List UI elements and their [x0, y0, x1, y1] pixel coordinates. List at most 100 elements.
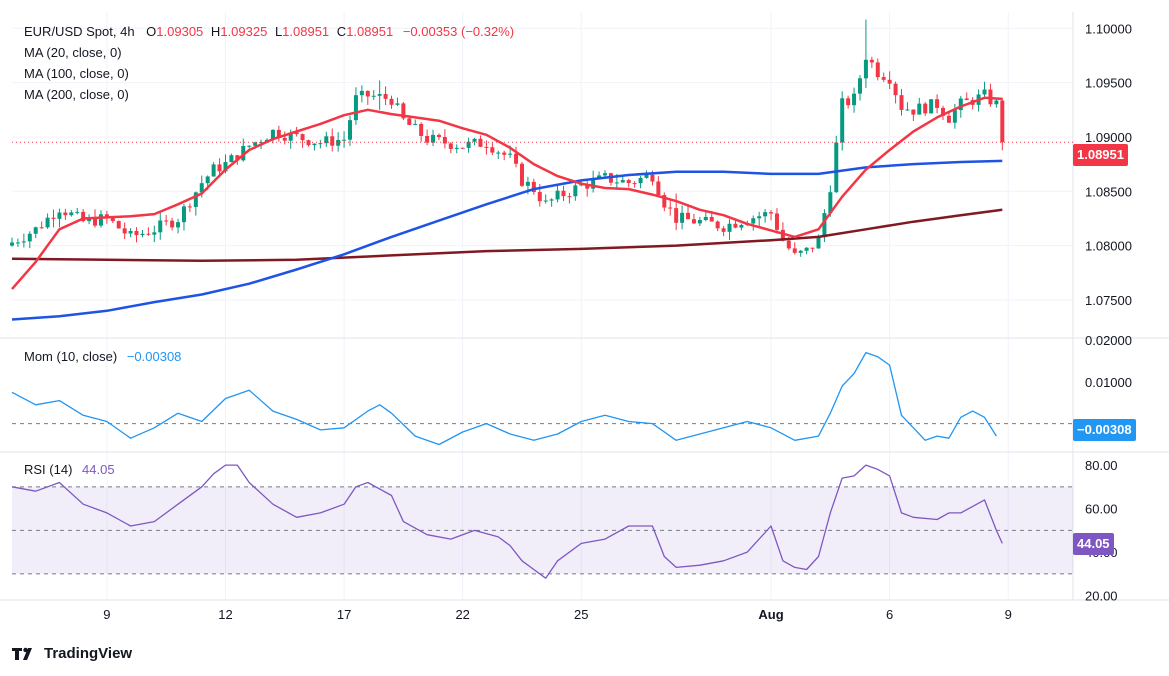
- mom-tick-label: 0.02000: [1085, 333, 1132, 348]
- momentum-pane[interactable]: [11, 351, 1073, 446]
- candle-body: [134, 231, 139, 236]
- candle-body: [798, 250, 803, 253]
- candle-body: [383, 94, 388, 99]
- candle-body: [857, 78, 862, 94]
- candle-body: [982, 89, 987, 95]
- candle-body: [923, 103, 928, 114]
- x-tick-label: 9: [103, 607, 110, 622]
- candle-body: [413, 123, 418, 125]
- candle-body: [917, 103, 922, 115]
- candle-body: [282, 137, 287, 141]
- candle-body: [69, 212, 74, 216]
- candle-body: [697, 220, 702, 224]
- mom-legend[interactable]: Mom (10, close) −0.00308: [24, 349, 181, 365]
- candle-body: [81, 211, 86, 222]
- candle-body: [454, 147, 459, 149]
- rsi-tick-label: 60.00: [1085, 502, 1118, 517]
- candle-body: [205, 176, 210, 184]
- x-tick-label: 6: [886, 607, 893, 622]
- candle-body: [63, 212, 68, 216]
- candle-body: [241, 145, 246, 161]
- candle-body: [276, 129, 281, 138]
- candle-body: [336, 139, 341, 146]
- candle-body: [247, 145, 252, 147]
- candle-body: [887, 79, 892, 84]
- candle-body: [460, 147, 465, 149]
- mom-tick-label: 0.01000: [1085, 375, 1132, 390]
- candle-body: [881, 77, 886, 80]
- candle-body: [448, 143, 453, 149]
- open-prefix: O: [146, 24, 157, 39]
- candle-body: [597, 175, 602, 179]
- candle-body: [75, 211, 80, 213]
- candle-body: [21, 241, 26, 243]
- candle-body: [318, 143, 323, 145]
- price-pane[interactable]: [10, 19, 1073, 321]
- candle-body: [502, 152, 507, 155]
- candle-body: [614, 182, 619, 184]
- candle-body: [217, 164, 222, 172]
- candle-body: [377, 94, 382, 96]
- candle-body: [425, 135, 430, 143]
- rsi-pane[interactable]: [11, 464, 1073, 579]
- rsi-last-tag: 44.05: [1073, 533, 1114, 555]
- candle-body: [828, 192, 833, 214]
- candle-body: [875, 62, 880, 78]
- candle-body: [709, 216, 714, 222]
- candle-body: [555, 190, 560, 200]
- candle-body: [152, 232, 157, 235]
- candle-body: [365, 90, 370, 97]
- last-price-tag: 1.08951: [1073, 144, 1128, 166]
- candle-body: [57, 212, 62, 219]
- rsi-tick-label: 20.00: [1085, 589, 1118, 604]
- ma20-legend[interactable]: MA (20, close, 0): [24, 45, 122, 60]
- rsi-legend[interactable]: RSI (14) 44.05: [24, 462, 115, 478]
- candle-body: [223, 162, 228, 172]
- candle-body: [674, 208, 679, 223]
- candle-body: [733, 223, 738, 228]
- price-tick-label: 1.08500: [1085, 184, 1132, 199]
- x-tick-label: 22: [455, 607, 469, 622]
- candle-body: [573, 185, 578, 197]
- price-tick-label: 1.09000: [1085, 130, 1132, 145]
- candle-body: [176, 222, 181, 228]
- candle-body: [389, 98, 394, 105]
- candle-body: [359, 90, 364, 96]
- x-tick-label: 12: [218, 607, 232, 622]
- candle-body: [353, 95, 358, 121]
- candle-body: [644, 174, 649, 178]
- candle-body: [632, 183, 637, 185]
- candle-body: [703, 216, 708, 221]
- candle-body: [330, 136, 335, 146]
- candle-body: [757, 216, 762, 219]
- candle-body: [946, 115, 951, 123]
- candle-body: [786, 240, 791, 249]
- candle-body: [442, 137, 447, 144]
- candle-body: [51, 217, 56, 219]
- ma200-line: [11, 208, 1003, 263]
- momentum-line: [11, 351, 997, 446]
- candle-body: [170, 220, 175, 228]
- ma100-legend[interactable]: MA (100, close, 0): [24, 66, 129, 81]
- x-tick-label: 17: [337, 607, 351, 622]
- x-tick-label: Aug: [758, 607, 783, 622]
- candle-body: [958, 98, 963, 111]
- candle-body: [253, 142, 258, 146]
- candle-body: [650, 174, 655, 182]
- candle-body: [39, 227, 44, 229]
- candle-body: [371, 95, 376, 97]
- candle-body: [478, 138, 483, 147]
- candle-body: [484, 146, 489, 148]
- tradingview-logo[interactable]: TradingView: [12, 645, 132, 662]
- candle-body: [496, 152, 501, 154]
- candle-body: [994, 100, 999, 105]
- candle-body: [591, 178, 596, 189]
- candle-body: [270, 129, 275, 140]
- candle-body: [626, 180, 631, 184]
- candle-body: [846, 98, 851, 106]
- candle-body: [193, 192, 198, 207]
- candle-body: [543, 200, 548, 202]
- candle-body: [1000, 100, 1005, 143]
- ma200-legend[interactable]: MA (200, close, 0): [24, 87, 129, 102]
